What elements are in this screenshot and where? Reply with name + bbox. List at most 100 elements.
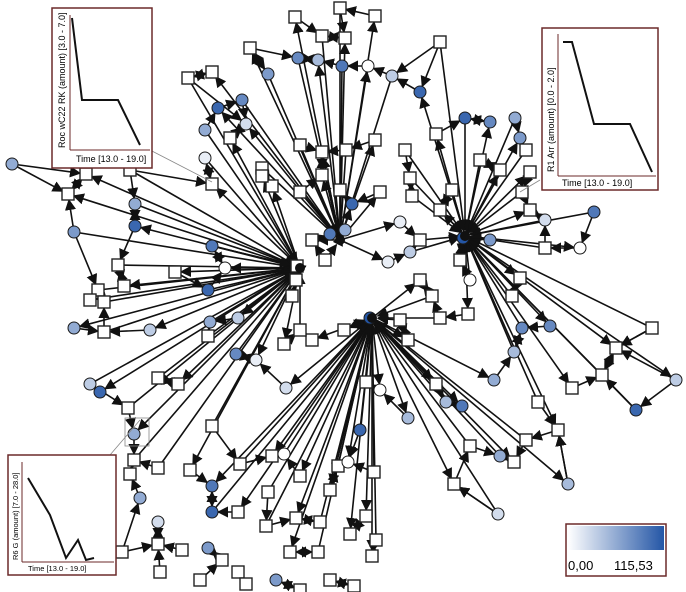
reaction-node xyxy=(515,185,529,199)
edge xyxy=(620,350,677,381)
edge xyxy=(121,502,141,553)
reaction-node xyxy=(111,258,125,272)
edge xyxy=(469,232,546,249)
species-node xyxy=(279,381,293,395)
edge xyxy=(129,169,208,187)
species-node xyxy=(455,399,469,413)
reaction-node xyxy=(61,187,75,201)
species-node xyxy=(487,373,501,387)
reaction-node xyxy=(83,293,97,307)
edge xyxy=(265,322,370,527)
edge xyxy=(462,159,481,232)
edge xyxy=(204,129,298,264)
edge xyxy=(129,169,296,266)
edge xyxy=(103,267,296,333)
reaction-node xyxy=(168,265,182,279)
edge xyxy=(103,265,296,303)
hub-node xyxy=(335,235,345,245)
edge xyxy=(464,235,613,346)
edge xyxy=(11,163,64,192)
species-node xyxy=(201,541,215,555)
species-node xyxy=(269,573,283,587)
reaction-node xyxy=(323,573,337,587)
edge xyxy=(249,47,294,61)
edge xyxy=(339,239,384,261)
reaction-node xyxy=(401,333,415,347)
inset-connectors xyxy=(109,149,541,456)
species-node xyxy=(373,383,387,397)
reaction-node xyxy=(255,169,269,183)
reaction-node xyxy=(333,1,347,15)
edge xyxy=(187,77,243,121)
reaction-node xyxy=(519,433,533,447)
edge xyxy=(374,321,471,447)
species-node xyxy=(203,315,217,329)
species-node xyxy=(83,377,97,391)
species-node xyxy=(5,157,19,171)
species-node xyxy=(231,311,245,325)
edge xyxy=(108,325,151,337)
species-node xyxy=(211,101,225,115)
edge xyxy=(464,235,557,426)
reaction-node xyxy=(123,467,137,481)
edge xyxy=(232,142,301,269)
edge xyxy=(420,41,441,88)
reaction-node xyxy=(293,185,307,199)
inset-plot-arr-ylabel: R1 Arr (amount) [0.0 - 2.0] xyxy=(546,67,556,172)
edge xyxy=(187,77,298,264)
reaction-node xyxy=(373,185,387,199)
reaction-node xyxy=(181,71,195,85)
species-node xyxy=(413,85,427,99)
reaction-node xyxy=(183,463,197,477)
edge xyxy=(72,193,301,269)
edge xyxy=(371,283,417,319)
reaction-node xyxy=(369,533,383,547)
species-node xyxy=(629,403,643,417)
species-node xyxy=(507,345,521,359)
species-node xyxy=(483,233,497,247)
edge xyxy=(317,322,374,553)
reaction-node xyxy=(243,41,257,55)
reaction-node xyxy=(365,549,379,563)
reaction-node xyxy=(97,295,111,309)
reaction-node xyxy=(337,323,351,337)
species-node xyxy=(133,491,147,505)
colorbar-max-label: 115,53 xyxy=(614,558,653,573)
reaction-node xyxy=(433,35,447,49)
reaction-node xyxy=(117,279,131,293)
inset-plot-g-ylabel: R6 G (amount) [7.0 - 28.0] xyxy=(11,472,20,560)
reaction-node xyxy=(231,505,245,519)
species-node xyxy=(218,261,232,275)
reaction-node xyxy=(293,138,307,152)
edge xyxy=(117,262,296,274)
edge xyxy=(466,240,539,403)
edge xyxy=(395,41,441,74)
reaction-node xyxy=(338,31,352,45)
species-node xyxy=(561,477,575,491)
edge xyxy=(458,486,499,515)
species-node xyxy=(239,117,253,131)
species-node xyxy=(439,395,453,409)
species-node xyxy=(515,321,529,335)
reaction-node xyxy=(231,565,245,579)
reaction-node xyxy=(461,307,475,321)
reaction-node xyxy=(433,311,447,325)
species-node xyxy=(205,239,219,253)
reaction-node xyxy=(343,527,357,541)
reaction-node xyxy=(463,439,477,453)
species-node xyxy=(67,225,81,239)
species-node xyxy=(361,59,375,73)
reaction-node xyxy=(239,577,253,591)
edge xyxy=(371,317,490,378)
species-node xyxy=(483,115,497,129)
reaction-node xyxy=(645,321,659,335)
species-node xyxy=(311,53,325,67)
species-node xyxy=(513,131,527,145)
reaction-node xyxy=(315,145,329,159)
reaction-node xyxy=(398,143,412,157)
reaction-node xyxy=(565,381,579,395)
reaction-node xyxy=(293,469,307,483)
reaction-node xyxy=(153,565,167,579)
edge xyxy=(374,322,499,515)
